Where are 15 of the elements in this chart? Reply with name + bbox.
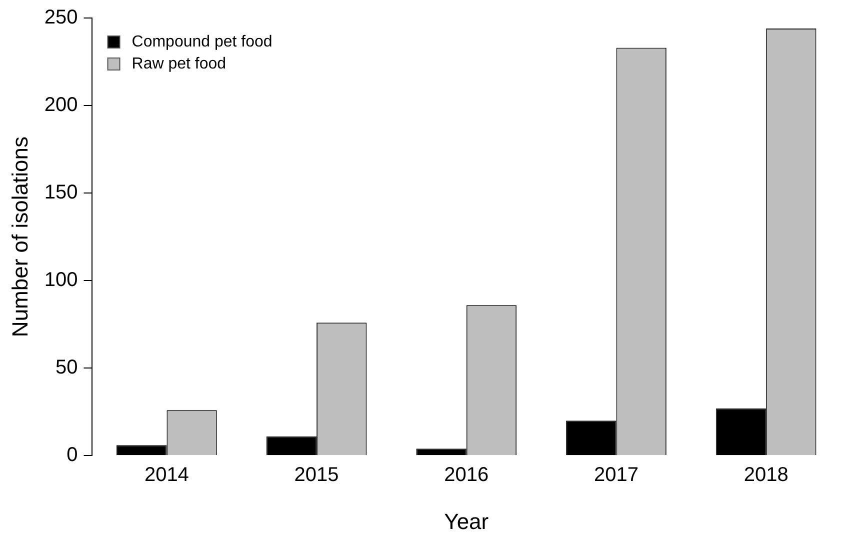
y-tick-label: 200 bbox=[44, 94, 78, 116]
legend-label: Compound pet food bbox=[132, 33, 272, 50]
y-tick-label: 100 bbox=[44, 269, 78, 292]
legend-label: Raw pet food bbox=[132, 55, 226, 72]
y-tick-label: 0 bbox=[66, 444, 78, 466]
y-tick-label: 50 bbox=[56, 356, 78, 379]
y-tick-label: 150 bbox=[44, 182, 78, 204]
x-tick-label: 2016 bbox=[444, 464, 489, 486]
x-tick-label: 2017 bbox=[594, 464, 638, 486]
x-tick-label: 2018 bbox=[744, 464, 788, 486]
x-tick-label: 2014 bbox=[144, 464, 189, 486]
y-axis-title: Number of isolations bbox=[7, 136, 32, 338]
x-axis-title: Year bbox=[444, 508, 489, 534]
y-tick-label: 250 bbox=[44, 6, 78, 29]
x-tick-label: 2015 bbox=[294, 464, 339, 486]
